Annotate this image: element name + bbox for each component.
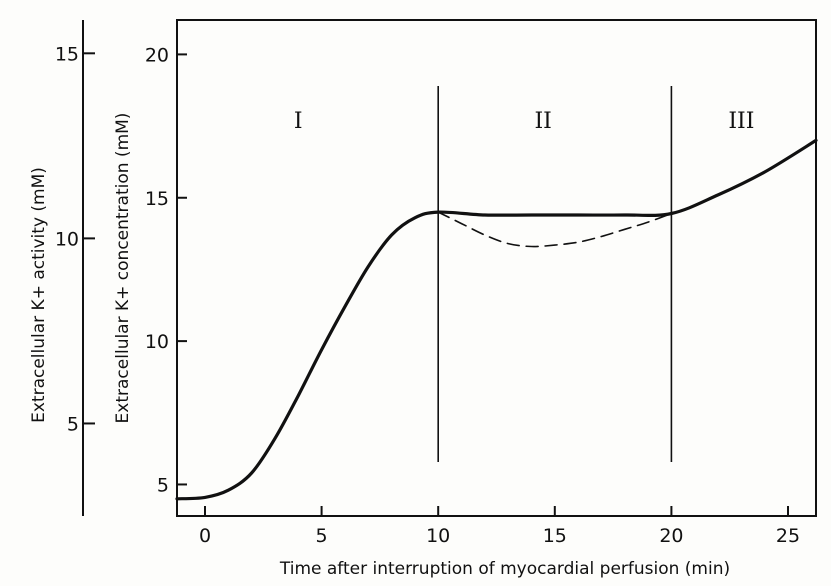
y-tick-label: 5 [157,474,169,496]
plot-border [176,19,817,517]
phase-dividers [437,86,673,462]
left-y-axis-title: Extracellular K+ activity (mM) [29,167,49,423]
phase-labels: I II III [294,109,754,134]
x-tick-label: 20 [659,525,683,547]
x-tick-label: 0 [199,525,211,547]
solid-series-line [175,138,818,501]
x-axis-title: Time after interruption of myocardial pe… [279,559,730,579]
dashed-series-line [437,211,673,248]
x-tick-label: 15 [543,525,567,547]
x-axis-ticks: 0 5 10 15 20 25 [199,506,800,547]
phase-label: II [534,109,551,134]
left-y-tick-label: 15 [55,43,79,65]
left-axis: 5 10 15 [55,20,95,516]
y-axis-ticks: 5 10 15 20 [145,44,187,496]
y-tick-label: 15 [145,188,169,210]
y-tick-label: 20 [145,44,169,66]
x-tick-label: 5 [316,525,328,547]
phase-label: III [728,109,754,134]
left-y-tick-label: 5 [67,413,79,435]
x-tick-label: 10 [426,525,450,547]
series-group [175,138,818,501]
y-tick-label: 10 [145,331,169,353]
left-y-tick-label: 10 [55,228,79,250]
plot-frame [176,19,817,517]
x-tick-label: 25 [776,525,800,547]
phase-label: I [294,109,303,134]
y-axis-title: Extracellular K+ concentration (mM) [113,113,133,424]
